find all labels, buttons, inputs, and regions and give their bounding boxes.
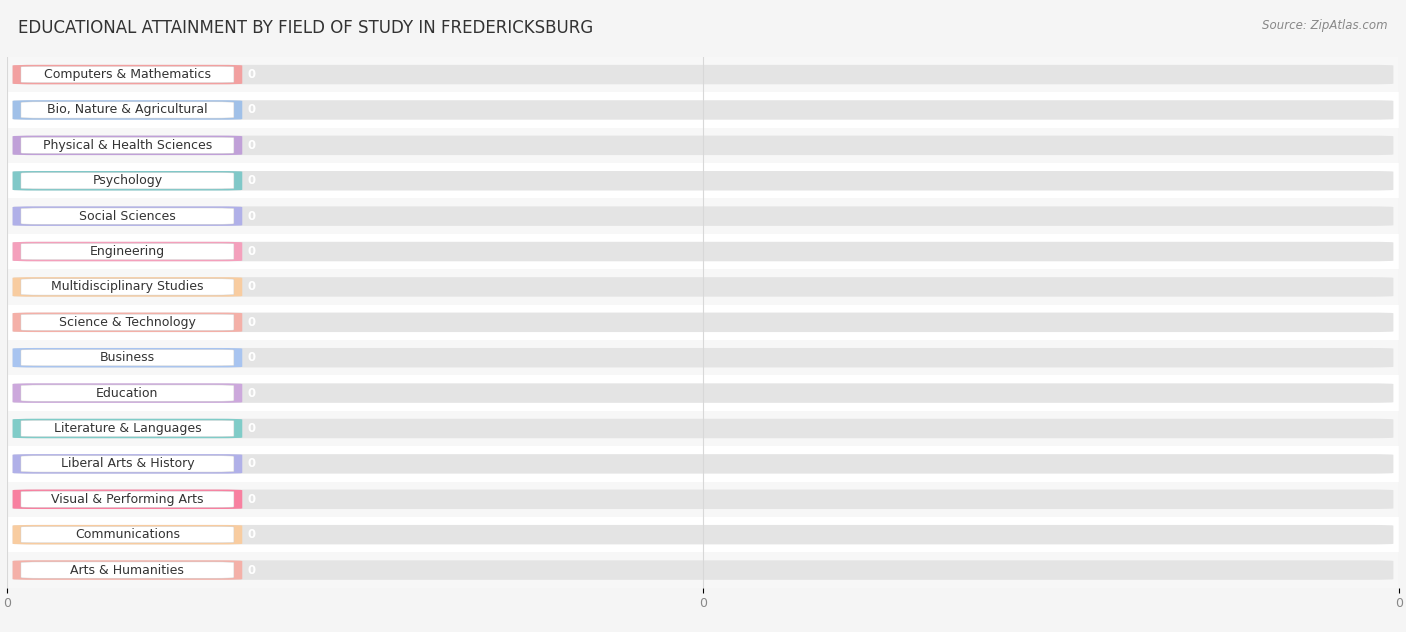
Text: 0: 0 bbox=[247, 174, 256, 187]
Bar bbox=[7, 163, 1399, 198]
Text: 0: 0 bbox=[247, 493, 256, 506]
FancyBboxPatch shape bbox=[13, 313, 242, 332]
Text: Source: ZipAtlas.com: Source: ZipAtlas.com bbox=[1263, 19, 1388, 32]
FancyBboxPatch shape bbox=[13, 348, 1393, 367]
FancyBboxPatch shape bbox=[13, 525, 1393, 544]
Text: 0: 0 bbox=[247, 104, 256, 116]
Bar bbox=[7, 552, 1399, 588]
Text: 0: 0 bbox=[247, 422, 256, 435]
FancyBboxPatch shape bbox=[21, 66, 233, 83]
FancyBboxPatch shape bbox=[13, 384, 242, 403]
FancyBboxPatch shape bbox=[21, 173, 233, 189]
Text: Science & Technology: Science & Technology bbox=[59, 316, 195, 329]
FancyBboxPatch shape bbox=[13, 277, 242, 296]
Bar bbox=[7, 517, 1399, 552]
Bar bbox=[7, 269, 1399, 305]
Bar bbox=[7, 446, 1399, 482]
FancyBboxPatch shape bbox=[13, 171, 1393, 190]
FancyBboxPatch shape bbox=[13, 65, 242, 84]
FancyBboxPatch shape bbox=[13, 419, 1393, 438]
FancyBboxPatch shape bbox=[13, 171, 242, 190]
Text: Visual & Performing Arts: Visual & Performing Arts bbox=[51, 493, 204, 506]
Text: Computers & Mathematics: Computers & Mathematics bbox=[44, 68, 211, 81]
FancyBboxPatch shape bbox=[13, 277, 1393, 296]
Text: 0: 0 bbox=[247, 458, 256, 470]
FancyBboxPatch shape bbox=[21, 420, 233, 437]
FancyBboxPatch shape bbox=[13, 65, 1393, 84]
Text: Bio, Nature & Agricultural: Bio, Nature & Agricultural bbox=[48, 104, 208, 116]
FancyBboxPatch shape bbox=[13, 490, 242, 509]
FancyBboxPatch shape bbox=[13, 100, 242, 119]
FancyBboxPatch shape bbox=[21, 385, 233, 401]
Text: 0: 0 bbox=[247, 139, 256, 152]
FancyBboxPatch shape bbox=[13, 525, 242, 544]
FancyBboxPatch shape bbox=[21, 279, 233, 295]
FancyBboxPatch shape bbox=[21, 562, 233, 578]
Text: Education: Education bbox=[96, 387, 159, 399]
Text: 0: 0 bbox=[247, 316, 256, 329]
FancyBboxPatch shape bbox=[13, 384, 1393, 403]
Text: Arts & Humanities: Arts & Humanities bbox=[70, 564, 184, 576]
Text: Physical & Health Sciences: Physical & Health Sciences bbox=[42, 139, 212, 152]
FancyBboxPatch shape bbox=[21, 349, 233, 366]
FancyBboxPatch shape bbox=[13, 207, 242, 226]
FancyBboxPatch shape bbox=[13, 561, 242, 580]
FancyBboxPatch shape bbox=[13, 561, 1393, 580]
FancyBboxPatch shape bbox=[21, 208, 233, 224]
Bar bbox=[7, 375, 1399, 411]
Text: 0: 0 bbox=[247, 564, 256, 576]
Bar bbox=[7, 482, 1399, 517]
FancyBboxPatch shape bbox=[13, 490, 1393, 509]
Text: 0: 0 bbox=[247, 68, 256, 81]
Text: Psychology: Psychology bbox=[93, 174, 163, 187]
Text: EDUCATIONAL ATTAINMENT BY FIELD OF STUDY IN FREDERICKSBURG: EDUCATIONAL ATTAINMENT BY FIELD OF STUDY… bbox=[18, 19, 593, 37]
FancyBboxPatch shape bbox=[13, 454, 1393, 473]
FancyBboxPatch shape bbox=[13, 100, 1393, 119]
FancyBboxPatch shape bbox=[21, 314, 233, 331]
Bar bbox=[7, 305, 1399, 340]
Text: 0: 0 bbox=[247, 281, 256, 293]
Text: Literature & Languages: Literature & Languages bbox=[53, 422, 201, 435]
Text: Social Sciences: Social Sciences bbox=[79, 210, 176, 222]
FancyBboxPatch shape bbox=[13, 419, 242, 438]
FancyBboxPatch shape bbox=[21, 491, 233, 507]
FancyBboxPatch shape bbox=[13, 207, 1393, 226]
Text: 0: 0 bbox=[247, 528, 256, 541]
Text: Communications: Communications bbox=[75, 528, 180, 541]
Text: 0: 0 bbox=[247, 387, 256, 399]
FancyBboxPatch shape bbox=[21, 243, 233, 260]
FancyBboxPatch shape bbox=[13, 242, 242, 261]
Bar bbox=[7, 128, 1399, 163]
Bar bbox=[7, 198, 1399, 234]
FancyBboxPatch shape bbox=[13, 454, 242, 473]
Bar bbox=[7, 57, 1399, 92]
Bar bbox=[7, 234, 1399, 269]
FancyBboxPatch shape bbox=[21, 102, 233, 118]
Text: 0: 0 bbox=[247, 210, 256, 222]
FancyBboxPatch shape bbox=[13, 136, 1393, 155]
FancyBboxPatch shape bbox=[21, 456, 233, 472]
FancyBboxPatch shape bbox=[13, 242, 1393, 261]
FancyBboxPatch shape bbox=[13, 313, 1393, 332]
Text: 0: 0 bbox=[247, 245, 256, 258]
Text: Multidisciplinary Studies: Multidisciplinary Studies bbox=[51, 281, 204, 293]
FancyBboxPatch shape bbox=[21, 137, 233, 154]
FancyBboxPatch shape bbox=[21, 526, 233, 543]
FancyBboxPatch shape bbox=[13, 136, 242, 155]
Bar bbox=[7, 92, 1399, 128]
Bar bbox=[7, 411, 1399, 446]
Text: 0: 0 bbox=[247, 351, 256, 364]
Text: Business: Business bbox=[100, 351, 155, 364]
Text: Engineering: Engineering bbox=[90, 245, 165, 258]
Bar bbox=[7, 340, 1399, 375]
Text: Liberal Arts & History: Liberal Arts & History bbox=[60, 458, 194, 470]
FancyBboxPatch shape bbox=[13, 348, 242, 367]
